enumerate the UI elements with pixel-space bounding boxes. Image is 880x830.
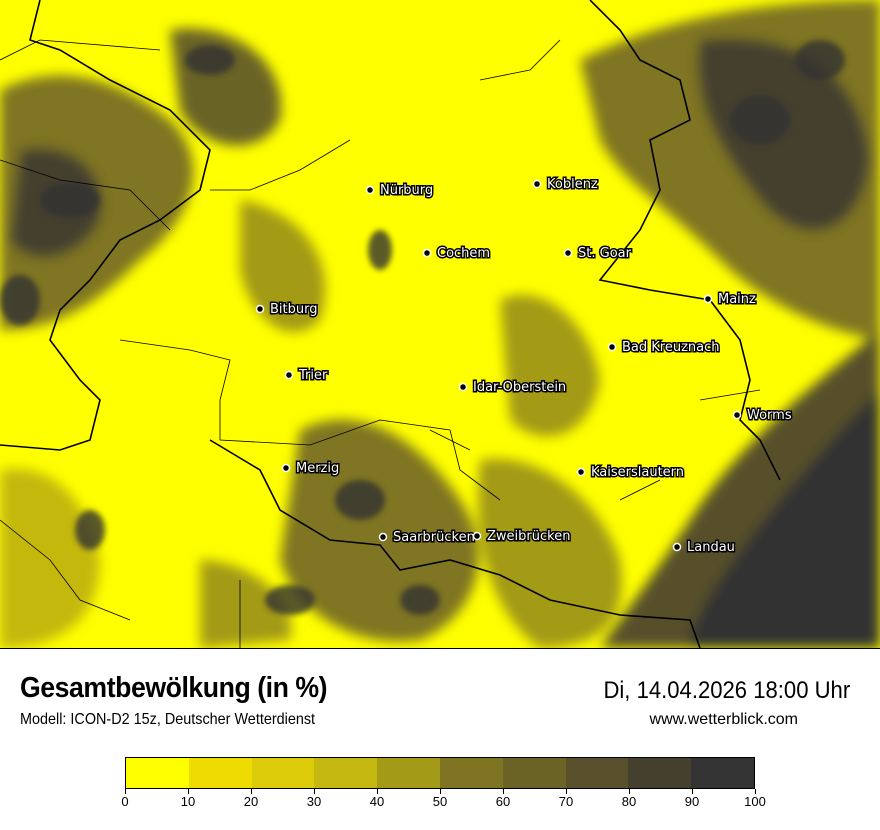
city-kaiserslautern: Kaiserslautern: [576, 464, 686, 482]
city-label: Zweibrücken: [487, 529, 570, 544]
city-label: Idar-Oberstein: [473, 380, 566, 395]
legend-tick-mark: [188, 789, 189, 794]
legend-swatch: [691, 758, 754, 788]
city-label: Mainz: [718, 292, 756, 307]
color-legend-ticks: 0 10 20 30 40 50 60 70 80 90 100: [121, 789, 766, 819]
city-bad-kreuznach: Bad Kreuznach: [607, 339, 721, 357]
legend-tick-label: 0: [121, 794, 129, 809]
legend-tick-mark: [251, 789, 252, 794]
color-legend-bar: [125, 757, 755, 789]
city-dot: [703, 294, 713, 304]
city-label: Trier: [298, 368, 328, 383]
legend-swatch: [628, 758, 692, 788]
city-label: Koblenz: [547, 177, 598, 192]
city-landau: Landau: [672, 539, 736, 557]
legend-tick-label: 30: [306, 794, 322, 809]
city-dot: [458, 382, 468, 392]
legend-swatch: [377, 758, 440, 788]
city-dot: [672, 542, 682, 552]
legend-tick-mark: [314, 789, 315, 794]
legend-tick-mark: [440, 789, 441, 794]
legend-tick-mark: [125, 789, 126, 794]
model-subtitle: Modell: ICON-D2 15z, Deutscher Wetterdie…: [20, 711, 316, 728]
city-label: Bitburg: [270, 302, 318, 317]
city-label: St. Goar: [578, 246, 632, 261]
city-n-rburg: Nürburg: [365, 182, 435, 200]
cloud-patches: [0, 40, 845, 615]
legend-tick-label: 90: [684, 794, 700, 809]
city-trier: Trier: [284, 367, 329, 385]
city-bitburg: Bitburg: [255, 301, 319, 319]
city-label: Merzig: [296, 461, 339, 476]
city-mainz: Mainz: [703, 291, 758, 309]
legend-tick-mark: [755, 789, 756, 794]
cloud-cover-map: Nürburg Koblenz Cochem St. Goar Mainz Bitburg…: [0, 0, 880, 649]
city-dot: [365, 185, 375, 195]
city-cochem: Cochem: [422, 245, 492, 263]
website-link[interactable]: www.wetterblick.com: [649, 711, 798, 728]
city-dot: [422, 248, 432, 258]
legend-tick-label: 20: [243, 794, 259, 809]
city-saarbr-cken: Saarbrücken: [378, 529, 476, 547]
legend-tick-mark: [629, 789, 630, 794]
legend-swatch: [126, 758, 189, 788]
legend-tick-label: 60: [495, 794, 511, 809]
legend-tick-mark: [377, 789, 378, 794]
city-label: Worms: [747, 408, 792, 423]
legend-tick-label: 70: [558, 794, 574, 809]
city-label: Cochem: [437, 246, 490, 261]
legend-swatch: [314, 758, 378, 788]
city-dot: [284, 370, 294, 380]
city-dot: [255, 304, 265, 314]
legend-tick-label: 50: [432, 794, 448, 809]
legend-swatch: [251, 758, 315, 788]
city-dot: [607, 342, 617, 352]
legend-tick-mark: [692, 789, 693, 794]
city-koblenz: Koblenz: [532, 176, 599, 194]
legend-swatch: [565, 758, 629, 788]
city-st-goar: St. Goar: [563, 245, 633, 263]
city-label: Nürburg: [380, 183, 433, 198]
city-markers: Nürburg Koblenz Cochem St. Goar Mainz Bitburg…: [255, 176, 793, 557]
city-label: Kaiserslautern: [591, 465, 684, 480]
city-idar-oberstein: Idar-Oberstein: [458, 379, 568, 397]
city-dot: [281, 463, 291, 473]
city-label: Landau: [687, 540, 735, 555]
cloud-field: [0, 0, 880, 648]
city-merzig: Merzig: [281, 460, 341, 478]
city-zweibr-cken: Zweibrücken: [472, 528, 572, 546]
borders: [0, 0, 781, 648]
legend-tick-mark: [566, 789, 567, 794]
legend-tick-label: 10: [180, 794, 196, 809]
legend-tick-label: 100: [744, 794, 766, 809]
map-title: Gesamtbewölkung (in %): [20, 672, 328, 704]
city-dot: [563, 248, 573, 258]
city-dot: [576, 467, 586, 477]
city-dot: [532, 179, 542, 189]
legend-tick-mark: [503, 789, 504, 794]
legend-swatch: [502, 758, 566, 788]
legend-swatch: [188, 758, 252, 788]
city-dot: [378, 532, 388, 542]
legend-tick-label: 80: [621, 794, 637, 809]
forecast-datetime: Di, 14.04.2026 18:00 Uhr: [603, 677, 850, 704]
city-dot: [732, 410, 742, 420]
city-label: Saarbrücken: [393, 530, 475, 545]
legend-tick-label: 40: [369, 794, 385, 809]
legend-swatch: [439, 758, 503, 788]
city-worms: Worms: [732, 407, 793, 425]
city-dot: [472, 531, 482, 541]
city-label: Bad Kreuznach: [622, 340, 720, 355]
